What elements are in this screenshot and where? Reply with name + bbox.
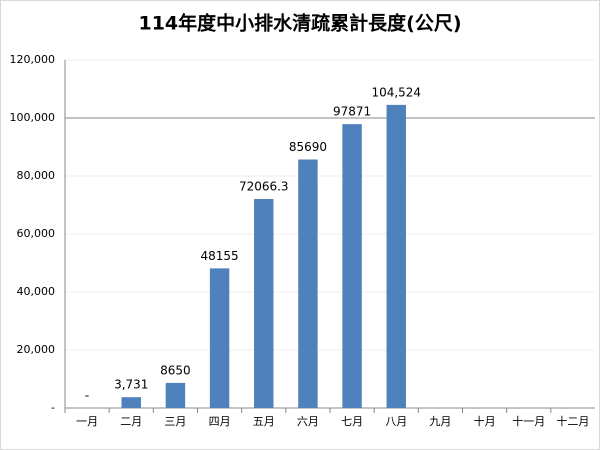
y-tick-label: - (51, 401, 55, 414)
bar (121, 397, 141, 408)
bar (209, 268, 230, 408)
x-tick-label: 三月 (164, 415, 186, 428)
y-tick-label: 120,000 (10, 53, 56, 66)
data-label: 104,524 (371, 85, 421, 99)
data-label: 3,731 (114, 378, 148, 392)
x-tick-label: 一月 (76, 415, 98, 428)
data-label: 72066.3 (239, 180, 289, 194)
bar (342, 124, 362, 408)
y-tick-label: 60,000 (17, 227, 56, 240)
y-tick-label: 100,000 (10, 111, 56, 124)
data-label: 48155 (200, 249, 238, 263)
y-tick-label: 80,000 (17, 169, 56, 182)
x-tick-label: 四月 (209, 415, 231, 428)
x-tick-label: 六月 (297, 415, 319, 428)
data-label: 85690 (289, 140, 327, 154)
x-tick-label: 十月 (474, 414, 496, 428)
x-tick-label: 十二月 (556, 414, 589, 428)
x-tick-label: 五月 (253, 415, 275, 428)
y-tick-label: 40,000 (17, 285, 56, 298)
data-label: 8650 (160, 363, 191, 377)
data-label: 97871 (333, 105, 371, 119)
data-label: - (85, 389, 89, 403)
chart-title: 114年度中小排水清疏累計長度(公尺) (138, 12, 461, 35)
x-tick-label: 七月 (341, 415, 363, 428)
x-tick-label: 九月 (429, 415, 451, 428)
x-tick-label: 十一月 (512, 414, 545, 428)
bar (165, 382, 186, 408)
bar (298, 159, 318, 408)
x-tick-label: 八月 (385, 415, 407, 428)
y-tick-label: 20,000 (17, 343, 56, 356)
x-tick-label: 二月 (120, 415, 142, 428)
bar (254, 199, 274, 408)
bar (386, 104, 406, 408)
